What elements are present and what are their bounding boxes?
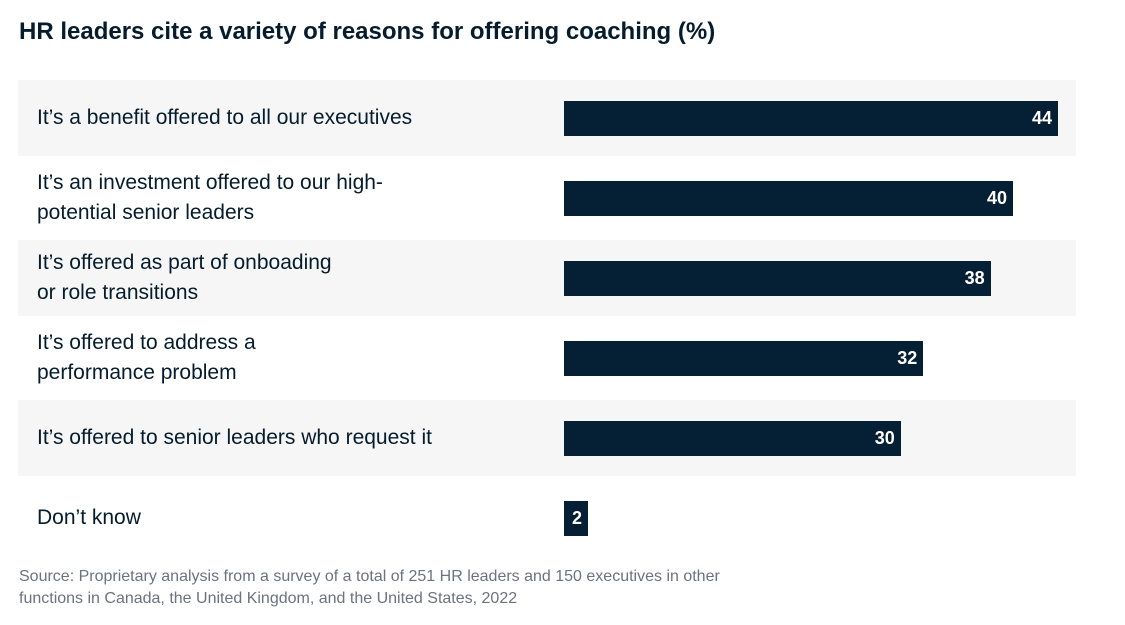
data-label: 40 xyxy=(987,188,1008,208)
chart-row: It’s a benefit offered to all our execut… xyxy=(18,80,1076,160)
category-label: It’s offered as part of onboading or rol… xyxy=(37,251,332,304)
chart-row: It’s offered to senior leaders who reque… xyxy=(18,400,1076,480)
category-label: It’s an investment offered to our high- … xyxy=(37,171,383,224)
data-label: 38 xyxy=(964,268,985,288)
category-label: It’s offered to address a performance pr… xyxy=(37,331,256,384)
chart-row: It’s offered to address a performance pr… xyxy=(18,320,1076,400)
category-label: It’s offered to senior leaders who reque… xyxy=(37,426,432,449)
chart-title: HR leaders cite a variety of reasons for… xyxy=(19,18,716,45)
data-label: 32 xyxy=(897,348,918,368)
bar: 40 xyxy=(564,181,1014,216)
bar: 2 xyxy=(564,501,588,536)
category-label: It’s a benefit offered to all our execut… xyxy=(37,106,413,129)
bar: 30 xyxy=(564,421,901,456)
source-note: Source: Proprietary analysis from a surv… xyxy=(19,568,720,607)
chart-row: Don’t know 2 xyxy=(18,480,1076,560)
data-label: 44 xyxy=(1031,108,1052,128)
chart-row: It’s an investment offered to our high- … xyxy=(18,160,1076,240)
bar: 44 xyxy=(564,101,1058,136)
bar-chart: It’s a benefit offered to all our execut… xyxy=(18,80,1076,560)
data-label: 2 xyxy=(571,508,582,528)
data-label: 30 xyxy=(874,428,895,448)
category-label: Don’t know xyxy=(37,506,141,529)
chart-row: It’s offered as part of onboading or rol… xyxy=(18,240,1076,320)
bar: 32 xyxy=(564,341,924,376)
bar: 38 xyxy=(564,261,991,296)
